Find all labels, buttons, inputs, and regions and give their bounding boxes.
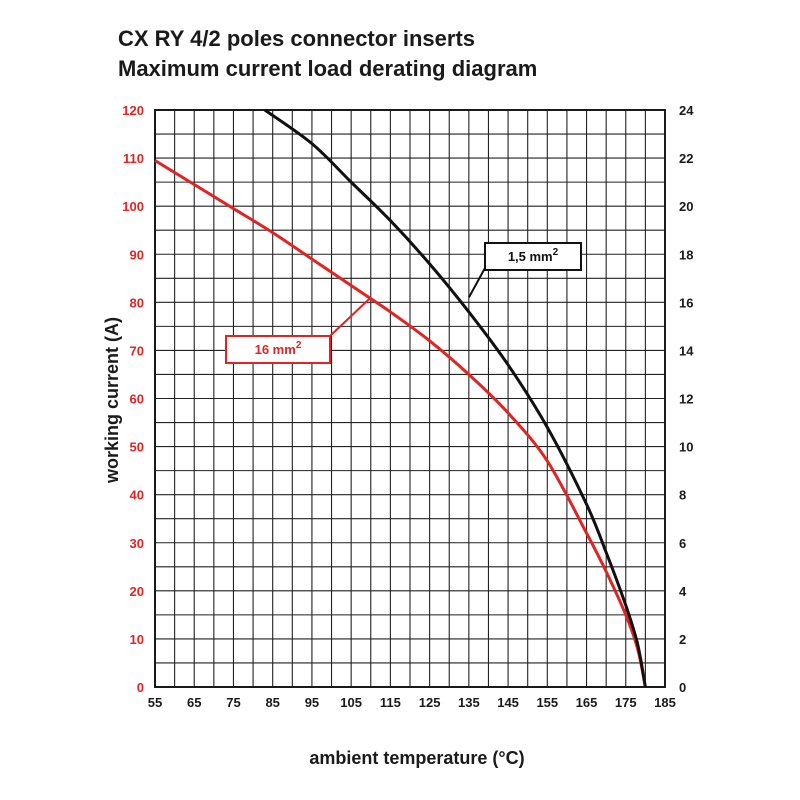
x-tick-label: 75 — [226, 695, 240, 710]
legend-1-5mm2-leader — [467, 267, 486, 299]
y-tick-label-right: 8 — [679, 488, 686, 503]
y-tick-label-right: 12 — [679, 392, 693, 407]
y-tick-label-right: 0 — [679, 680, 686, 695]
x-axis-label: ambient temperature (°C) — [309, 748, 524, 768]
x-tick-label: 95 — [305, 695, 319, 710]
y-tick-label-right: 4 — [679, 584, 687, 599]
y-tick-label-left: 30 — [130, 536, 144, 551]
series-group — [154, 108, 647, 688]
y-tick-label-left: 50 — [130, 440, 144, 455]
legend-1-5mm2-box — [484, 242, 582, 271]
x-tick-label: 85 — [265, 695, 279, 710]
chart-title: CX RY 4/2 poles connector inserts — [118, 26, 476, 51]
y-tick-label-right: 6 — [679, 536, 686, 551]
x-tick-label: 65 — [187, 695, 201, 710]
chart-subtitle: Maximum current load derating diagram — [118, 56, 538, 81]
x-tick-label: 145 — [497, 695, 519, 710]
x-tick-label: 185 — [654, 695, 676, 710]
y-tick-label-left: 110 — [123, 151, 144, 166]
series-line-16mm2 — [154, 159, 647, 688]
x-tick-label: 105 — [340, 695, 362, 710]
x-tick-label: 55 — [148, 695, 162, 710]
legend-callouts: 16 mm2 1,5 mm2 — [225, 242, 582, 364]
y-tick-label-left: 0 — [137, 680, 144, 695]
x-tick-label: 125 — [419, 695, 441, 710]
y-tick-label-right: 22 — [679, 151, 693, 166]
y-tick-label-right: 24 — [679, 103, 694, 118]
plot-frame — [154, 109, 666, 688]
tick-labels: 55 65 75 85 95 105 115 125 135 145 155 165 175 185010… — [122, 103, 694, 710]
y-tick-label-left: 70 — [130, 343, 144, 358]
y-tick-label-right: 16 — [679, 295, 693, 310]
y-tick-label-left: 80 — [130, 295, 144, 310]
legend-1-5mm2-text: 1,5 mm2 — [508, 247, 559, 264]
y-tick-label-right: 14 — [679, 343, 694, 358]
x-tick-label: 135 — [458, 695, 480, 710]
y-tick-label-left: 60 — [130, 392, 144, 407]
y-axis-label: working current (A) — [102, 317, 122, 484]
legend-16mm2-text: 16 mm2 — [255, 340, 302, 357]
x-tick-label: 175 — [615, 695, 637, 710]
y-tick-label-right: 20 — [679, 199, 693, 214]
y-tick-label-right: 18 — [679, 247, 693, 262]
y-tick-label-left: 120 — [122, 103, 144, 118]
y-tick-label-right: 2 — [679, 632, 686, 647]
x-tick-label: 165 — [576, 695, 598, 710]
y-tick-label-left: 40 — [130, 488, 144, 503]
legend-16mm2-leader — [329, 296, 372, 337]
y-tick-label-left: 10 — [130, 632, 144, 647]
x-tick-label: 115 — [380, 695, 401, 710]
x-tick-label: 155 — [536, 695, 558, 710]
y-tick-label-left: 100 — [122, 199, 144, 214]
y-tick-label-left: 20 — [130, 584, 144, 599]
chart-grid — [155, 110, 665, 687]
legend-16mm2-box — [225, 335, 331, 364]
series-line-1-5mm2 — [263, 108, 647, 688]
y-tick-label-right: 10 — [679, 440, 693, 455]
y-tick-label-left: 90 — [130, 247, 144, 262]
